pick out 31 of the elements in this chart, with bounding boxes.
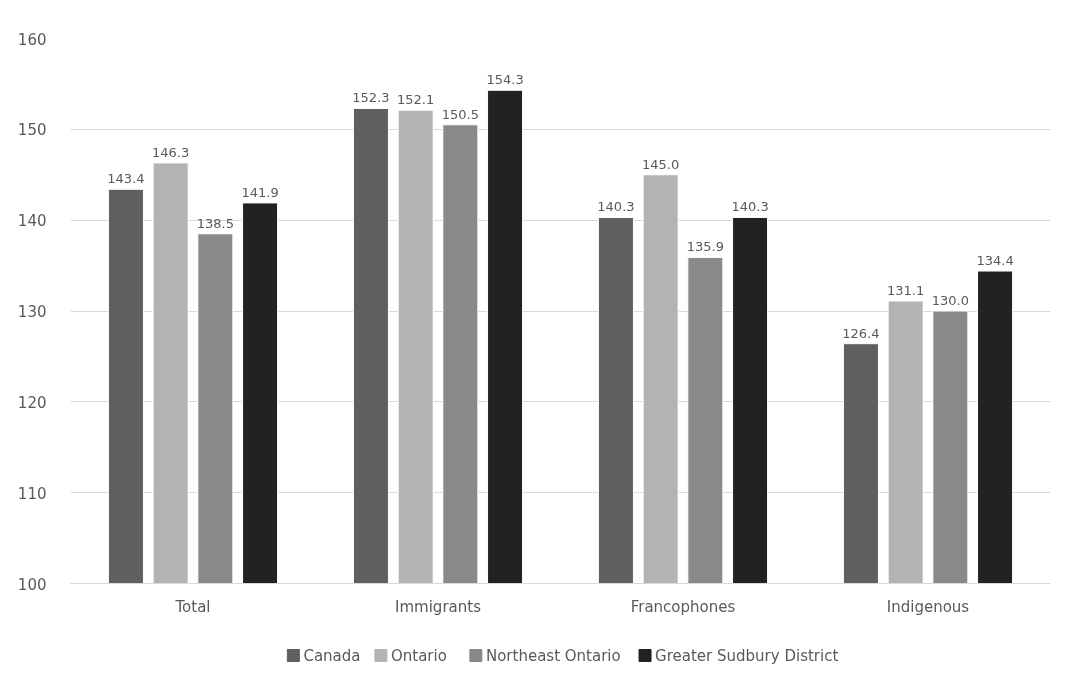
y-tick-label: 130 bbox=[17, 303, 47, 321]
data-label: 138.5 bbox=[196, 215, 234, 231]
x-tick-label: Francophones bbox=[630, 597, 736, 616]
data-label: 154.3 bbox=[486, 72, 524, 88]
data-label: 145.0 bbox=[642, 156, 680, 172]
data-label: 152.1 bbox=[397, 92, 435, 108]
data-label: 126.4 bbox=[842, 325, 880, 341]
x-tick-label: Immigrants bbox=[395, 597, 482, 616]
y-tick-label: 150 bbox=[17, 121, 47, 140]
x-tick-label: Total bbox=[174, 597, 211, 616]
y-tick-label: 100 bbox=[17, 575, 47, 594]
data-label: 152.3 bbox=[352, 90, 390, 106]
y-tick-label: 160 bbox=[17, 30, 47, 49]
data-label: 150.5 bbox=[441, 106, 479, 122]
y-tick-label: 110 bbox=[17, 484, 47, 503]
legend-label: Ontario bbox=[390, 646, 447, 665]
data-label: 140.3 bbox=[597, 199, 635, 215]
data-label: 146.3 bbox=[152, 144, 190, 160]
data-label: 141.9 bbox=[241, 184, 279, 200]
legend-label: Canada bbox=[303, 646, 361, 665]
data-label: 130.0 bbox=[931, 293, 969, 308]
data-label: 134.4 bbox=[976, 253, 1014, 269]
data-label: 131.1 bbox=[887, 283, 925, 299]
y-tick-label: 120 bbox=[17, 393, 47, 412]
x-tick-label: Indigenous bbox=[886, 597, 970, 616]
legend-label: Northeast Ontario bbox=[485, 646, 621, 665]
data-label: 135.9 bbox=[686, 239, 724, 255]
data-label: 140.3 bbox=[731, 199, 769, 215]
data-label: 143.4 bbox=[107, 171, 145, 187]
y-tick-label: 140 bbox=[17, 212, 47, 231]
legend-label: Greater Sudbury District bbox=[655, 646, 839, 665]
